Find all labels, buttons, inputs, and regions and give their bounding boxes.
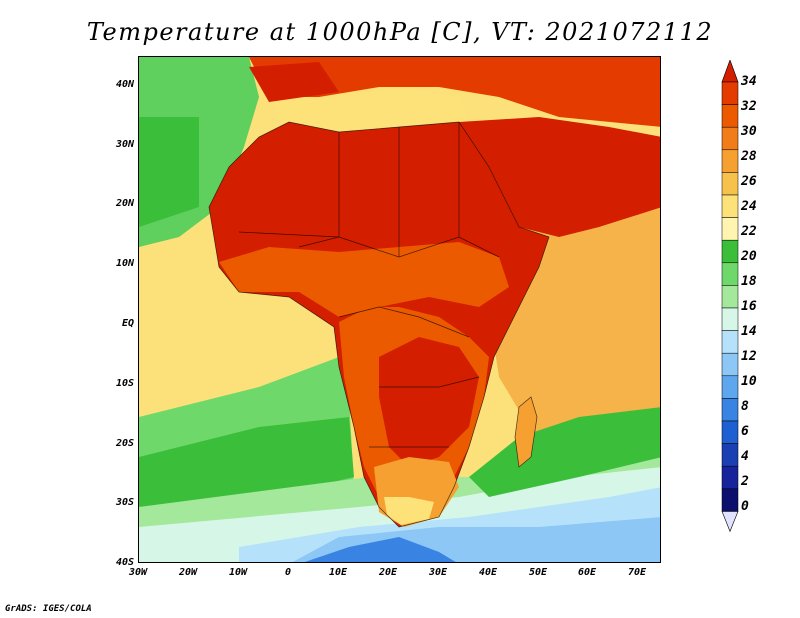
colorbar-label: 28 (741, 149, 757, 164)
colorbar-box (721, 330, 739, 354)
lat-label-20n: 20N (115, 198, 134, 209)
colorbar-label: 14 (741, 324, 757, 339)
colorbar-box (721, 420, 739, 444)
lon-label-40e: 40E (478, 567, 498, 578)
colorbar-box (721, 81, 739, 105)
ocean-green-indian (469, 407, 660, 497)
credit-text: GrADS: IGES/COLA (5, 604, 92, 614)
lat-label-eq: EQ (121, 318, 134, 329)
lon-label-20w: 20W (178, 567, 198, 578)
colorbar-box (721, 126, 739, 151)
colorbar-label: 34 (741, 74, 757, 89)
lat-label-40s: 40S (115, 557, 134, 568)
land-madagascar (515, 397, 537, 467)
colorbar-label: 0 (741, 499, 749, 514)
colorbar-box (721, 398, 739, 422)
colorbar-box (721, 194, 739, 218)
land-europe (249, 57, 660, 127)
colorbar-box (721, 262, 739, 286)
colorbar-label: 4 (741, 449, 749, 464)
lat-label-10s: 10S (115, 378, 134, 389)
colorbar-box (721, 307, 739, 331)
lon-label-30w: 30W (128, 567, 148, 578)
colorbar-box (721, 285, 739, 309)
colorbar-box (721, 352, 739, 377)
colorbar-box (721, 217, 739, 241)
lon-label-0: 0 (284, 567, 292, 578)
colorbar (721, 60, 739, 533)
colorbar-label: 10 (741, 374, 757, 389)
colorbar-box (721, 465, 739, 490)
colorbar-label: 16 (741, 299, 757, 314)
lon-label-20e: 20E (378, 567, 398, 578)
colorbar-underflow-triangle (721, 511, 739, 533)
colorbar-box (721, 149, 739, 173)
lat-label-40n: 40N (115, 79, 134, 90)
mediterranean-sea (274, 87, 469, 132)
lon-label-60e: 60E (577, 567, 597, 578)
colorbar-box (721, 443, 739, 467)
colorbar-label: 22 (741, 224, 757, 239)
colorbar-box (721, 239, 739, 264)
lon-label-50e: 50E (528, 567, 548, 578)
colorbar-label: 32 (741, 99, 757, 114)
lat-label-20s: 20S (115, 438, 134, 449)
lat-label-30n: 30N (115, 139, 134, 150)
colorbar-label: 2 (741, 474, 749, 489)
colorbar-label: 8 (741, 399, 749, 414)
colorbar-overflow-triangle (721, 60, 739, 83)
colorbar-label: 26 (741, 174, 757, 189)
colorbar-label: 20 (741, 249, 757, 264)
colorbar-box (721, 488, 739, 512)
lon-label-70e: 70E (627, 567, 647, 578)
temperature-map (138, 56, 661, 563)
colorbar-box (721, 104, 739, 128)
colorbar-box (721, 172, 739, 196)
lat-label-30s: 30S (115, 497, 134, 508)
lon-label-10w: 10W (228, 567, 248, 578)
lat-label-10n: 10N (115, 258, 134, 269)
colorbar-label: 12 (741, 349, 757, 364)
colorbar-label: 18 (741, 274, 757, 289)
colorbar-label: 6 (741, 424, 749, 439)
lon-label-10e: 10E (328, 567, 348, 578)
colorbar-label: 24 (741, 199, 757, 214)
lon-label-30e: 30E (428, 567, 448, 578)
colorbar-box (721, 375, 739, 399)
colorbar-label: 30 (741, 124, 757, 139)
map-title: Temperature at 1000hPa [C], VT: 20210721… (86, 18, 714, 46)
